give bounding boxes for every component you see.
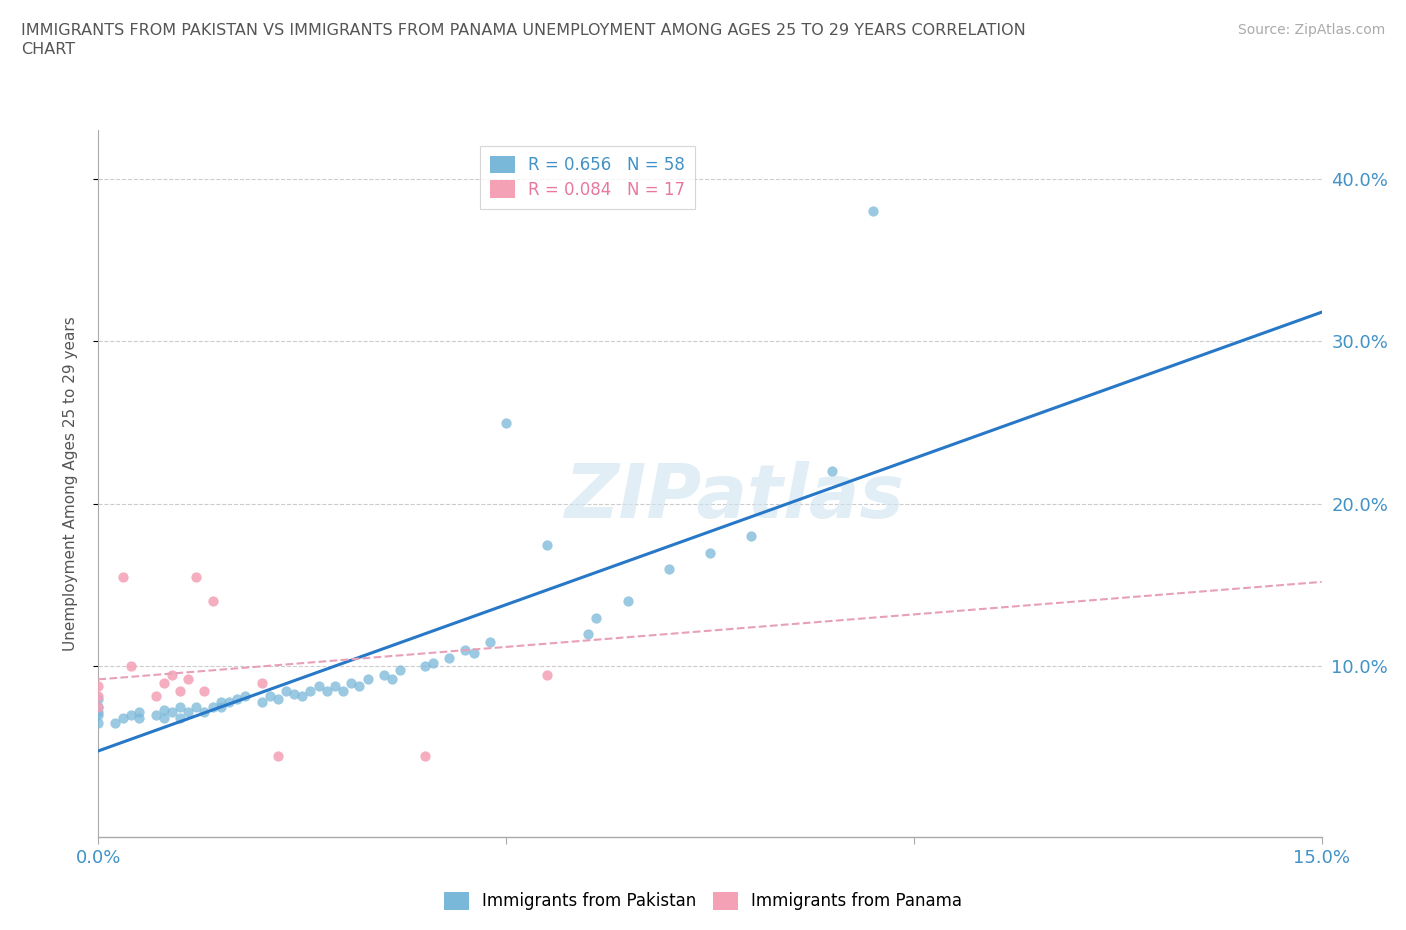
Point bbox=[299, 684, 322, 698]
Point bbox=[291, 688, 314, 703]
Point bbox=[120, 659, 142, 674]
Point bbox=[193, 684, 215, 698]
Point bbox=[250, 695, 273, 710]
Point bbox=[233, 688, 256, 703]
Point bbox=[169, 711, 191, 725]
Point bbox=[389, 662, 412, 677]
Point bbox=[111, 711, 134, 725]
Text: Source: ZipAtlas.com: Source: ZipAtlas.com bbox=[1237, 23, 1385, 37]
Point bbox=[186, 569, 208, 584]
Point bbox=[87, 688, 110, 703]
Point bbox=[209, 699, 232, 714]
Y-axis label: Unemployment Among Ages 25 to 29 years: Unemployment Among Ages 25 to 29 years bbox=[63, 316, 77, 651]
Point bbox=[413, 749, 436, 764]
Point bbox=[308, 679, 330, 694]
Point bbox=[740, 529, 762, 544]
Point bbox=[315, 684, 337, 698]
Point bbox=[87, 708, 110, 723]
Point bbox=[250, 675, 273, 690]
Point bbox=[340, 675, 363, 690]
Point bbox=[186, 699, 208, 714]
Point bbox=[267, 691, 290, 706]
Point bbox=[169, 699, 191, 714]
Point bbox=[87, 691, 110, 706]
Point bbox=[145, 708, 167, 723]
Point bbox=[478, 634, 501, 649]
Point bbox=[536, 667, 558, 682]
Point bbox=[87, 679, 110, 694]
Point bbox=[160, 667, 183, 682]
Point bbox=[349, 679, 371, 694]
Point bbox=[413, 659, 436, 674]
Point bbox=[120, 708, 142, 723]
Point bbox=[274, 684, 297, 698]
Point bbox=[104, 716, 127, 731]
Point bbox=[177, 672, 200, 687]
Point bbox=[201, 699, 224, 714]
Point bbox=[169, 684, 191, 698]
Text: ZIPatlas: ZIPatlas bbox=[564, 461, 904, 534]
Point bbox=[111, 569, 134, 584]
Legend: R = 0.656   N = 58, R = 0.084   N = 17: R = 0.656 N = 58, R = 0.084 N = 17 bbox=[479, 146, 696, 208]
Point bbox=[283, 686, 305, 701]
Point bbox=[862, 204, 884, 219]
Point bbox=[87, 699, 110, 714]
Point bbox=[160, 704, 183, 719]
Point bbox=[422, 656, 444, 671]
Point bbox=[617, 594, 640, 609]
Legend: Immigrants from Pakistan, Immigrants from Panama: Immigrants from Pakistan, Immigrants fro… bbox=[437, 885, 969, 917]
Point bbox=[536, 538, 558, 552]
Point bbox=[87, 704, 110, 719]
Point bbox=[152, 703, 174, 718]
Point bbox=[259, 688, 281, 703]
Point bbox=[585, 610, 607, 625]
Point bbox=[152, 675, 174, 690]
Point bbox=[463, 646, 485, 661]
Point bbox=[356, 672, 378, 687]
Point bbox=[454, 643, 477, 658]
Point bbox=[658, 562, 681, 577]
Point bbox=[218, 695, 240, 710]
Point bbox=[576, 627, 599, 642]
Point bbox=[381, 672, 404, 687]
Point bbox=[495, 415, 517, 430]
Text: CHART: CHART bbox=[21, 42, 75, 57]
Point bbox=[152, 711, 174, 725]
Point bbox=[193, 704, 215, 719]
Point bbox=[145, 688, 167, 703]
Point bbox=[267, 749, 290, 764]
Point bbox=[87, 716, 110, 731]
Point bbox=[209, 695, 232, 710]
Text: IMMIGRANTS FROM PAKISTAN VS IMMIGRANTS FROM PANAMA UNEMPLOYMENT AMONG AGES 25 TO: IMMIGRANTS FROM PAKISTAN VS IMMIGRANTS F… bbox=[21, 23, 1026, 38]
Point bbox=[323, 679, 346, 694]
Point bbox=[332, 684, 354, 698]
Point bbox=[128, 704, 150, 719]
Point bbox=[373, 667, 395, 682]
Point bbox=[437, 651, 460, 666]
Point bbox=[87, 699, 110, 714]
Point bbox=[821, 464, 844, 479]
Point bbox=[226, 691, 249, 706]
Point bbox=[177, 704, 200, 719]
Point bbox=[128, 711, 150, 725]
Point bbox=[699, 545, 721, 560]
Point bbox=[201, 594, 224, 609]
